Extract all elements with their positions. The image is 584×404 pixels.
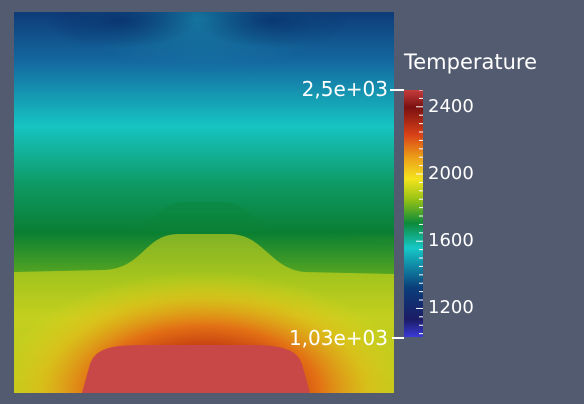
- colorbar-title: Temperature: [404, 50, 538, 74]
- colorbar-tick-marks: [416, 90, 423, 335]
- field-hot-spot: [82, 345, 310, 393]
- colorbar-tick-label: 1600: [428, 230, 474, 252]
- colorbar-tick-label: 1200: [428, 297, 474, 319]
- colorbar-tick-label: 2400: [428, 95, 474, 117]
- range-min-marker: [392, 337, 404, 339]
- colorbar-gradient: [404, 90, 423, 337]
- colorbar-tick-label: 2000: [428, 163, 474, 184]
- field-cool-right: [14, 12, 394, 152]
- range-max-label: 2,5e+03: [301, 77, 388, 101]
- colorbar: [404, 90, 423, 337]
- range-max-marker: [390, 89, 404, 91]
- range-min-label: 1,03e+03: [288, 326, 388, 350]
- temperature-field[interactable]: [14, 12, 394, 393]
